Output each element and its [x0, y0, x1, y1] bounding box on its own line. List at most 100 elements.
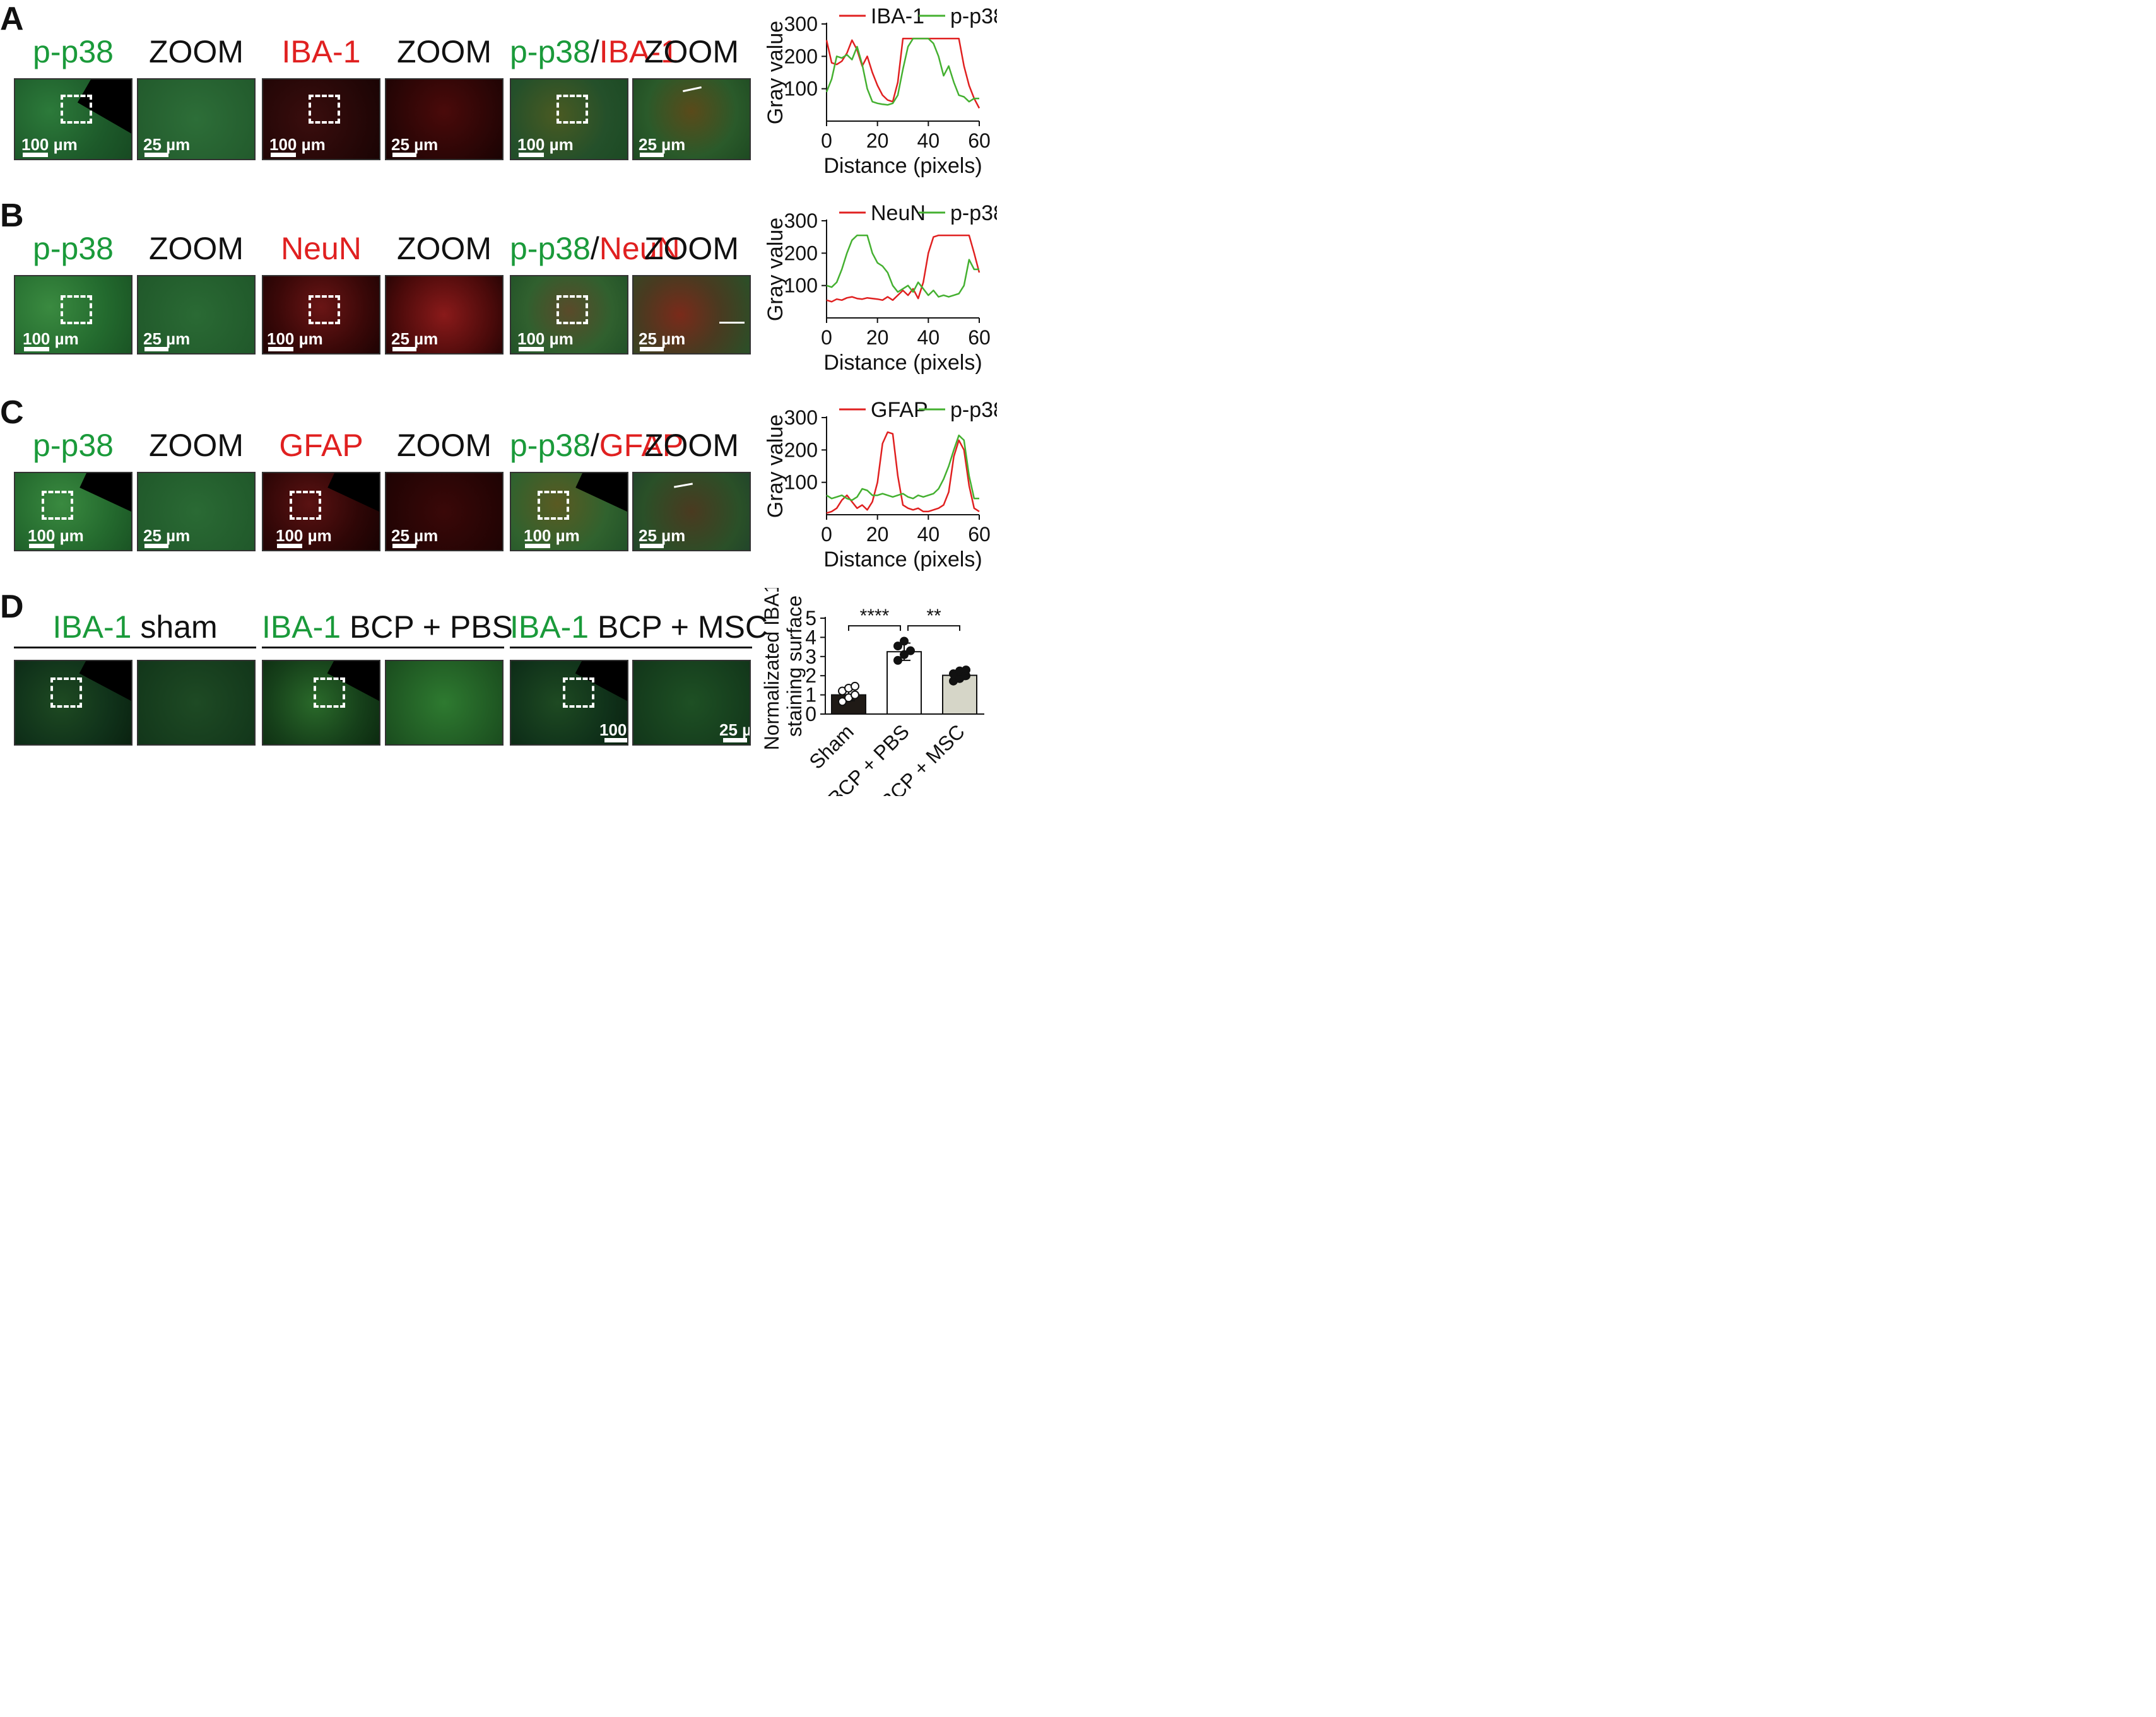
scale-bar: [144, 153, 168, 157]
title-c-1: p-p38: [33, 428, 114, 463]
group-condition: sham: [131, 609, 218, 645]
scale-bar-label: 25 µm: [391, 329, 439, 348]
data-point: [900, 636, 909, 646]
scale-bar-label: 25 µm: [719, 720, 751, 739]
data-point: [900, 650, 909, 659]
group-underline: [262, 647, 504, 648]
title-a-5: p-p38/IBA-1: [510, 33, 678, 71]
panel-label-d: D: [0, 589, 24, 625]
significance-bracket: [907, 625, 960, 631]
title-b-4: ZOOM: [397, 231, 492, 266]
zoom-box: [309, 95, 340, 124]
scale-bar: [268, 347, 293, 351]
scale-bar: [640, 347, 664, 351]
title-b-5-red: NeuN: [599, 231, 680, 266]
legend-label: NeuN: [871, 201, 926, 225]
zoom-box: [309, 295, 340, 324]
scale-bar-label: 100 µm: [269, 135, 326, 154]
title-c-6: ZOOM: [644, 428, 739, 463]
image-a-pp38-zoom: 25 µm: [137, 78, 256, 160]
legend-label: IBA-1: [871, 4, 924, 28]
title-c-2: ZOOM: [149, 428, 244, 463]
group-condition: BCP + MSC: [589, 609, 768, 645]
scale-bar-label: 25 µm: [391, 526, 439, 545]
line-profile-marker: [719, 322, 745, 324]
zoom-box: [538, 491, 569, 520]
zoom-box: [557, 295, 588, 324]
image-d-sham-overview: [14, 660, 133, 746]
image-d-pbs-zoom: [385, 660, 504, 746]
zoom-box: [61, 95, 92, 124]
x-tick-label: 40: [917, 326, 940, 349]
y-tick-label: 100: [784, 78, 818, 100]
background-dark: [79, 661, 131, 706]
legend-label: GFAP: [871, 398, 928, 422]
scale-bar: [604, 738, 627, 742]
y-tick-label: 3: [805, 645, 816, 668]
group-underline: [510, 647, 752, 648]
group-marker: IBA-1: [510, 609, 589, 645]
series-line-p-p38: [825, 37, 979, 106]
image-b-neun-overview: 100 µm: [262, 275, 380, 355]
y-axis-label: Gray value: [763, 414, 787, 518]
title-b-2: ZOOM: [149, 231, 244, 266]
x-tick-label: 20: [866, 326, 889, 349]
zoom-box: [42, 491, 73, 520]
scale-bar-label: 100 µm: [517, 329, 574, 348]
bar-1: [887, 651, 922, 715]
scale-bar: [640, 544, 664, 548]
scale-bar-label: 100 µm: [21, 135, 78, 154]
x-tick-label: 20: [866, 523, 889, 546]
scale-bar: [24, 347, 49, 351]
image-b-merge-zoom: 25 µm: [632, 275, 751, 355]
series-line-IBA-1: [825, 37, 981, 109]
image-a-merge-zoom: 25 µm: [632, 78, 751, 160]
scale-bar: [277, 544, 302, 548]
title-c-5-green: p-p38: [510, 428, 591, 463]
significance-bracket: [848, 625, 901, 631]
scale-bar-label: 100 µm: [517, 135, 574, 154]
image-c-pp38-overview: 100 µm: [14, 472, 133, 551]
panel-label-a: A: [0, 1, 24, 37]
scale-bar-label: 25 µm: [143, 329, 191, 348]
title-a-5-slash: /: [590, 34, 599, 69]
scale-bar: [392, 544, 416, 548]
significance-label: ****: [860, 606, 890, 626]
y-tick-label: 200: [784, 45, 818, 67]
x-tick-label: 40: [917, 523, 940, 546]
x-tick-label: 60: [968, 523, 991, 546]
data-point: [851, 690, 859, 700]
scale-bar: [392, 153, 416, 157]
group-condition: BCP + PBS: [341, 609, 513, 645]
scale-bar: [723, 738, 747, 742]
y-tick-label: 100: [784, 274, 818, 297]
scale-bar: [392, 347, 416, 351]
image-b-pp38-zoom: 25 µm: [137, 275, 256, 355]
group-marker: IBA-1: [52, 609, 132, 645]
y-axis-label: staining surface: [783, 595, 806, 737]
title-c-3: GFAP: [279, 428, 363, 463]
title-b-5-green: p-p38: [510, 231, 591, 266]
scale-bar: [640, 153, 664, 157]
title-a-5-red: IBA-1: [599, 34, 678, 69]
zoom-box: [61, 295, 92, 324]
y-tick-label: 300: [784, 209, 818, 232]
x-axis-label: Distance (pixels): [823, 351, 982, 375]
y-tick-label: 0: [805, 703, 816, 725]
group-marker: IBA-1: [262, 609, 341, 645]
scale-bar: [144, 347, 168, 351]
data-point: [893, 655, 902, 665]
panel-label-b: B: [0, 197, 24, 234]
background-dark: [327, 473, 379, 517]
title-b-6: ZOOM: [644, 231, 739, 266]
image-d-pbs-overview: [262, 660, 380, 746]
scale-bar-label: 25 µm: [639, 135, 686, 154]
scale-bar: [519, 153, 544, 157]
image-a-pp38-overview: 100 µm: [14, 78, 133, 160]
y-tick-label: 2: [805, 664, 816, 687]
scale-bar-label: 100 µm: [267, 329, 323, 348]
x-axis-label: Distance (pixels): [823, 154, 982, 178]
